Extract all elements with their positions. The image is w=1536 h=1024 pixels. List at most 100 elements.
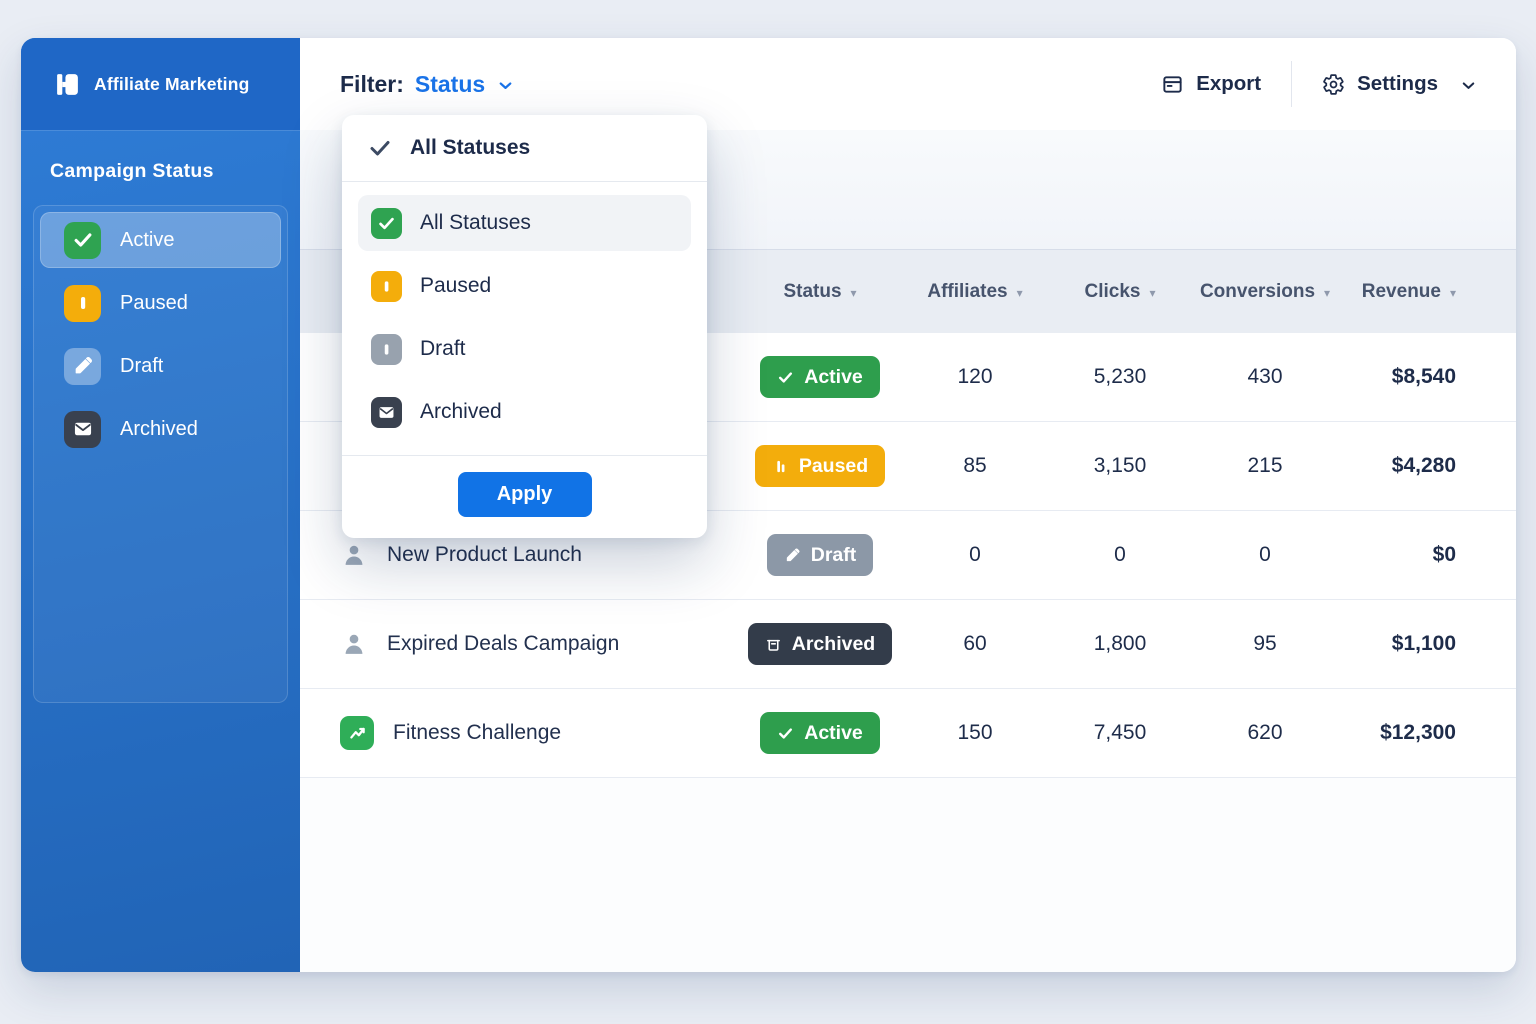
column-header-revenue[interactable]: Revenue ▾ <box>1361 280 1456 302</box>
archive-icon <box>765 636 782 653</box>
person-icon <box>340 541 368 569</box>
topbar-divider <box>1291 61 1293 107</box>
filter-label: Filter: <box>340 70 404 97</box>
topbar-actions: Export Settings <box>1161 61 1478 107</box>
conversions-cell: 620 <box>1247 721 1283 744</box>
pause-bar-icon <box>371 333 402 365</box>
sidebar-item-paused[interactable]: Paused <box>40 275 281 331</box>
sidebar-item-label: Archived <box>120 417 198 440</box>
clicks-cell: 3,150 <box>1093 454 1147 477</box>
filter-dropdown-header: All Statuses <box>342 115 707 182</box>
campaign-cell: New Product Launch <box>300 541 740 569</box>
pause-bar-icon <box>64 284 101 322</box>
conversions-cell: 0 <box>1259 543 1271 566</box>
column-header-status[interactable]: Status ▾ <box>783 280 857 302</box>
envelope-icon <box>371 396 402 428</box>
filter-option-all[interactable]: All Statuses <box>358 195 691 251</box>
sidebar-item-label: Paused <box>120 291 188 314</box>
pencil-icon <box>784 547 801 564</box>
table-footer-space <box>300 778 1516 972</box>
status-cell: Active <box>740 356 900 398</box>
trend-icon <box>340 716 374 750</box>
revenue-cell: $8,540 <box>1391 365 1456 388</box>
filter-value: Status <box>414 70 486 97</box>
filter-option-label: All Statuses <box>420 211 531 234</box>
status-badge: Active <box>760 356 880 398</box>
check-icon <box>64 221 101 259</box>
sidebar-item-archived[interactable]: Archived <box>40 401 281 457</box>
campaign-name: Expired Deals Campaign <box>387 632 620 655</box>
campaign-name: Fitness Challenge <box>393 721 562 744</box>
pause-double-icon <box>772 458 789 475</box>
status-badge: Active <box>760 712 880 754</box>
campaign-cell: Fitness Challenge <box>300 716 740 750</box>
sidebar-item-active[interactable]: Active <box>40 212 281 268</box>
filter-option-draft[interactable]: Draft <box>358 321 691 377</box>
sort-caret-icon: ▾ <box>1324 286 1331 300</box>
app-card: Affiliate Marketing Campaign Status Acti… <box>21 38 1516 972</box>
conversions-cell: 430 <box>1247 365 1283 388</box>
status-cell: Active <box>740 712 900 754</box>
pencil-icon <box>64 347 101 385</box>
filter-option-label: Archived <box>420 400 502 423</box>
topbar: Filter: Status Export Settings <box>300 38 1516 130</box>
check-icon <box>777 369 794 386</box>
status-badge: Archived <box>747 623 893 665</box>
filter-dropdown-trigger[interactable]: Filter: Status <box>340 71 515 98</box>
filter-option-archived[interactable]: Archived <box>358 384 691 440</box>
affiliates-cell: 120 <box>957 365 993 388</box>
status-badge: Paused <box>754 445 886 487</box>
affiliates-cell: 150 <box>957 721 993 744</box>
check-icon <box>368 136 392 160</box>
affiliates-cell: 0 <box>969 543 981 566</box>
status-cell: Paused <box>740 445 900 487</box>
sidebar-body: Campaign Status Active Paused Draft Archive… <box>21 130 300 972</box>
revenue-cell: $1,100 <box>1391 632 1456 655</box>
filter-dropdown-footer: Apply <box>342 455 707 538</box>
filter-option-list: All Statuses Paused Draft Archived <box>342 182 707 455</box>
conversions-cell: 95 <box>1253 632 1277 655</box>
export-label: Export <box>1196 72 1262 95</box>
clicks-cell: 1,800 <box>1093 632 1147 655</box>
check-icon <box>371 207 402 239</box>
brand-title: Affiliate Marketing <box>94 73 250 94</box>
status-cell: Archived <box>740 623 900 665</box>
filter-dropdown-header-label: All Statuses <box>410 136 531 159</box>
column-header-clicks[interactable]: Clicks ▾ <box>1084 280 1156 302</box>
sort-caret-icon: ▾ <box>1016 286 1023 300</box>
brand-logo-icon <box>54 71 81 98</box>
revenue-cell: $0 <box>1432 543 1456 566</box>
sidebar-item-draft[interactable]: Draft <box>40 338 281 394</box>
chevron-down-icon <box>1462 81 1475 89</box>
check-icon <box>777 725 794 742</box>
conversions-cell: 215 <box>1247 454 1283 477</box>
status-cell: Draft <box>740 534 900 576</box>
sidebar-item-label: Draft <box>120 354 164 377</box>
sidebar-item-label: Active <box>120 228 175 251</box>
sidebar: Affiliate Marketing Campaign Status Acti… <box>21 38 300 972</box>
filter-option-paused[interactable]: Paused <box>358 258 691 314</box>
sidebar-nav: Active Paused Draft Archived <box>33 205 288 703</box>
export-button[interactable]: Export <box>1161 72 1261 96</box>
filter-option-label: Draft <box>420 337 466 360</box>
column-header-conversions[interactable]: Conversions ▾ <box>1199 280 1331 302</box>
clicks-cell: 5,230 <box>1093 365 1147 388</box>
sidebar-heading: Campaign Status <box>50 160 214 182</box>
table-row[interactable]: Expired Deals Campaign Archived 60 1,800 95 $… <box>300 600 1516 689</box>
revenue-cell: $12,300 <box>1380 721 1456 744</box>
envelope-icon <box>64 410 101 448</box>
apply-button[interactable]: Apply <box>457 472 592 517</box>
status-badge: Draft <box>766 534 874 576</box>
sort-caret-icon: ▾ <box>1449 286 1456 300</box>
campaign-cell: Expired Deals Campaign <box>300 630 740 658</box>
sidebar-header: Affiliate Marketing <box>21 38 300 130</box>
chevron-down-icon <box>499 82 512 89</box>
sort-caret-icon: ▾ <box>1149 286 1156 300</box>
column-header-affiliates[interactable]: Affiliates ▾ <box>927 280 1023 302</box>
filter-dropdown-panel: All Statuses All Statuses Paused Draft Arch… <box>342 115 707 538</box>
revenue-cell: $4,280 <box>1391 454 1456 477</box>
sort-caret-icon: ▾ <box>850 286 857 300</box>
export-icon <box>1163 75 1182 93</box>
settings-button[interactable]: Settings <box>1322 72 1478 96</box>
table-row[interactable]: Fitness Challenge Active 150 7,450 620 $12,30… <box>300 689 1516 778</box>
